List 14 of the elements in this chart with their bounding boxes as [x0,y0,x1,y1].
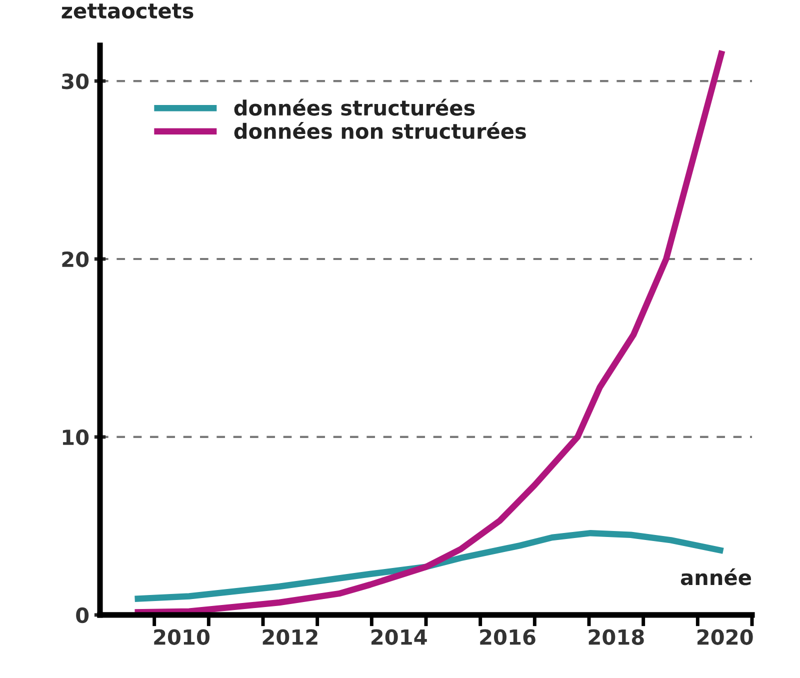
x-tick-label: 2010 [154,629,210,645]
x-tick-label: 2018 [588,629,644,645]
y-tick-label: 20 [62,251,89,268]
y-tick-label: 30 [62,73,89,90]
x-tick-label: 2014 [371,629,427,645]
legend-label: données structurées [234,98,475,116]
x-tick-label: 2016 [480,629,536,645]
y-tick-label: 10 [62,429,89,446]
x-axis-title: année [680,568,751,586]
y-tick-label: 0 [76,607,89,624]
x-tick-label: 2020 [697,629,753,645]
y-axis-title: zettaoctets [62,4,194,19]
x-tick-label: 2012 [262,629,318,645]
legend-label: données non structurées [234,122,526,140]
